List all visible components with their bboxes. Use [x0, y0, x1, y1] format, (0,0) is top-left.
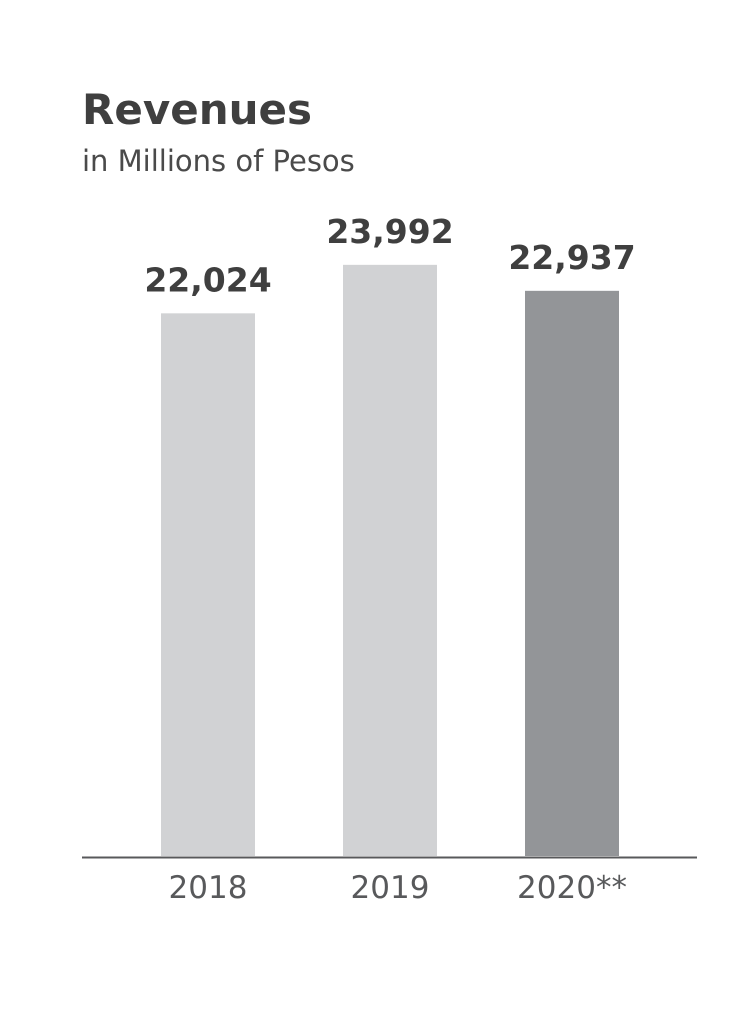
- value-label: 22,024: [144, 260, 271, 299]
- value-label: 23,992: [326, 212, 453, 251]
- chart-title: Revenues: [82, 85, 312, 134]
- chart-subtitle: in Millions of Pesos: [82, 144, 355, 178]
- value-label: 22,937: [508, 238, 635, 277]
- x-tick-label: 2019: [351, 870, 430, 906]
- bar: [161, 313, 255, 857]
- x-tick-label: 2018: [169, 870, 248, 906]
- bar: [525, 290, 619, 857]
- x-tick-label: 2020**: [517, 870, 627, 906]
- bar: [343, 264, 437, 856]
